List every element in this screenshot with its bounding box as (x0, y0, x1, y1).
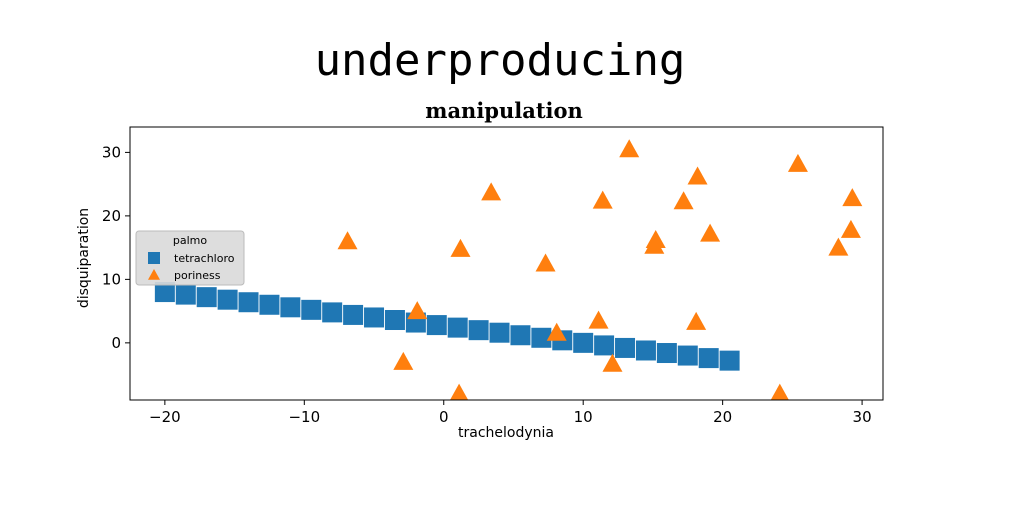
data-point (828, 237, 849, 256)
series-poriness (337, 139, 863, 400)
data-point (468, 320, 489, 341)
data-point (787, 153, 808, 172)
x-axis-label: trachelodynia (458, 425, 554, 441)
plot-area (154, 139, 863, 400)
data-point (259, 294, 280, 315)
data-point (450, 238, 471, 257)
data-point (343, 304, 364, 325)
x-tick-label: −10 (288, 408, 320, 426)
data-point (337, 231, 358, 250)
x-tick-label: 30 (853, 408, 872, 426)
data-point (175, 284, 196, 305)
data-point (217, 289, 238, 310)
y-tick-label: 0 (111, 334, 121, 352)
data-point (393, 351, 414, 370)
data-point (635, 340, 656, 361)
data-point (619, 139, 640, 158)
data-point (364, 307, 385, 328)
data-point (698, 348, 719, 369)
x-tick-label: 0 (439, 408, 449, 426)
data-point (592, 190, 613, 209)
legend-label: poriness (174, 269, 221, 282)
data-point (588, 310, 609, 329)
legend-box (135, 230, 245, 286)
figure-suptitle: underproducing (315, 35, 686, 86)
legend: palmo tetrachloro poriness (135, 230, 245, 286)
data-point (531, 327, 552, 348)
data-point (301, 299, 322, 320)
data-point (280, 297, 301, 318)
tick-layer: −20 −10 0 10 20 30 0 10 20 30 (102, 143, 872, 426)
legend-label: tetrachloro (174, 252, 235, 265)
data-point (426, 315, 447, 336)
legend-title: palmo (173, 234, 207, 247)
data-point (238, 292, 259, 313)
data-point (645, 230, 666, 249)
data-point (656, 343, 677, 364)
data-point (700, 223, 721, 242)
data-point (687, 166, 708, 185)
y-axis-label: disquiparation (76, 208, 92, 308)
data-point (573, 332, 594, 353)
data-point (535, 253, 556, 272)
y-tick-label: 30 (102, 143, 121, 161)
data-point (677, 345, 698, 366)
x-tick-label: 20 (713, 408, 732, 426)
data-point (842, 188, 863, 207)
data-point (673, 191, 694, 210)
x-tick-label: −20 (149, 408, 181, 426)
y-tick-label: 20 (102, 207, 121, 225)
data-point (719, 350, 740, 371)
data-point (770, 383, 789, 400)
data-point (686, 311, 707, 330)
legend-marker (148, 269, 160, 280)
series-tetrachloro (154, 282, 740, 371)
data-point (450, 383, 469, 400)
data-point (196, 287, 217, 308)
data-point (840, 219, 861, 238)
data-point (154, 282, 175, 303)
data-point (407, 301, 428, 320)
data-point (546, 322, 567, 341)
data-point (481, 182, 502, 201)
data-point (594, 335, 615, 356)
x-tick-label: 10 (574, 408, 593, 426)
legend-marker (148, 252, 160, 264)
axes-frame (129, 126, 884, 401)
y-tick-label: 10 (102, 270, 121, 288)
data-point (447, 317, 468, 338)
data-point (615, 337, 636, 358)
axes-title: manipulation (425, 98, 583, 123)
data-point (384, 310, 405, 331)
data-point (510, 325, 531, 346)
data-point (322, 302, 343, 323)
data-point (602, 353, 623, 372)
data-point (489, 322, 510, 343)
